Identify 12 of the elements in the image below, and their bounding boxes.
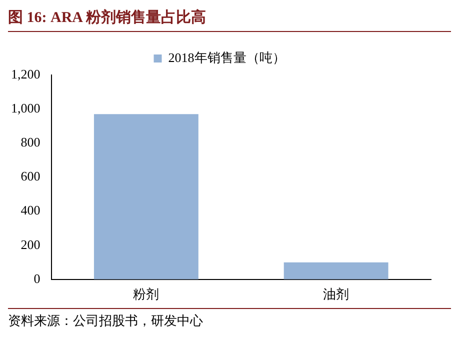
y-tick-label: 1,200 <box>11 66 40 82</box>
text: 资料来源：公司招股书，研发中心 <box>8 308 451 330</box>
x-tick-label: 油剂 <box>323 286 350 302</box>
x-tick-label: 粉剂 <box>133 286 160 302</box>
y-tick-label: 1,000 <box>11 100 40 116</box>
legend-label: 2018年销售量（吨） <box>168 50 286 65</box>
y-tick-label: 600 <box>20 168 40 184</box>
y-tick-label: 800 <box>20 134 40 150</box>
y-tick-label: 200 <box>20 236 40 252</box>
y-tick-label: 0 <box>34 270 40 286</box>
chart-title: 图 16: ARA 粉剂销售量占比高 <box>8 8 451 32</box>
y-tick-label: 400 <box>20 202 40 218</box>
